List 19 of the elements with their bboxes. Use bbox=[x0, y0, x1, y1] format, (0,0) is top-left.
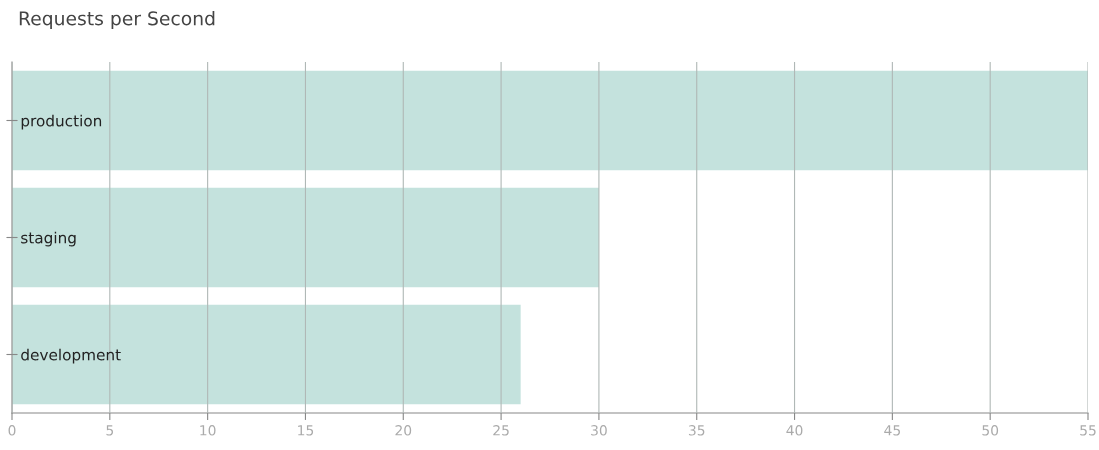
bar bbox=[12, 187, 599, 288]
x-tick-label: 40 bbox=[786, 425, 803, 436]
x-tick-label: 0 bbox=[8, 425, 16, 436]
x-tick-label: 30 bbox=[591, 425, 607, 436]
x-tick-label: 25 bbox=[493, 425, 509, 436]
bar bbox=[12, 70, 1088, 171]
x-tick-label: 15 bbox=[298, 425, 314, 436]
chart-title: Requests per Second bbox=[19, 10, 215, 30]
x-tick-label: 10 bbox=[200, 425, 216, 436]
y-tick-label: staging bbox=[21, 231, 76, 247]
x-tick-label: 5 bbox=[106, 425, 114, 436]
y-tick-label: development bbox=[21, 348, 121, 364]
x-tick-label: 20 bbox=[395, 425, 412, 436]
x-tick-label: 55 bbox=[1080, 425, 1096, 436]
x-tick-label: 35 bbox=[688, 425, 705, 436]
bar bbox=[12, 304, 521, 405]
x-tick-label: 50 bbox=[982, 425, 999, 436]
x-tick-label: 45 bbox=[884, 425, 900, 436]
y-tick-label: production bbox=[21, 114, 102, 130]
